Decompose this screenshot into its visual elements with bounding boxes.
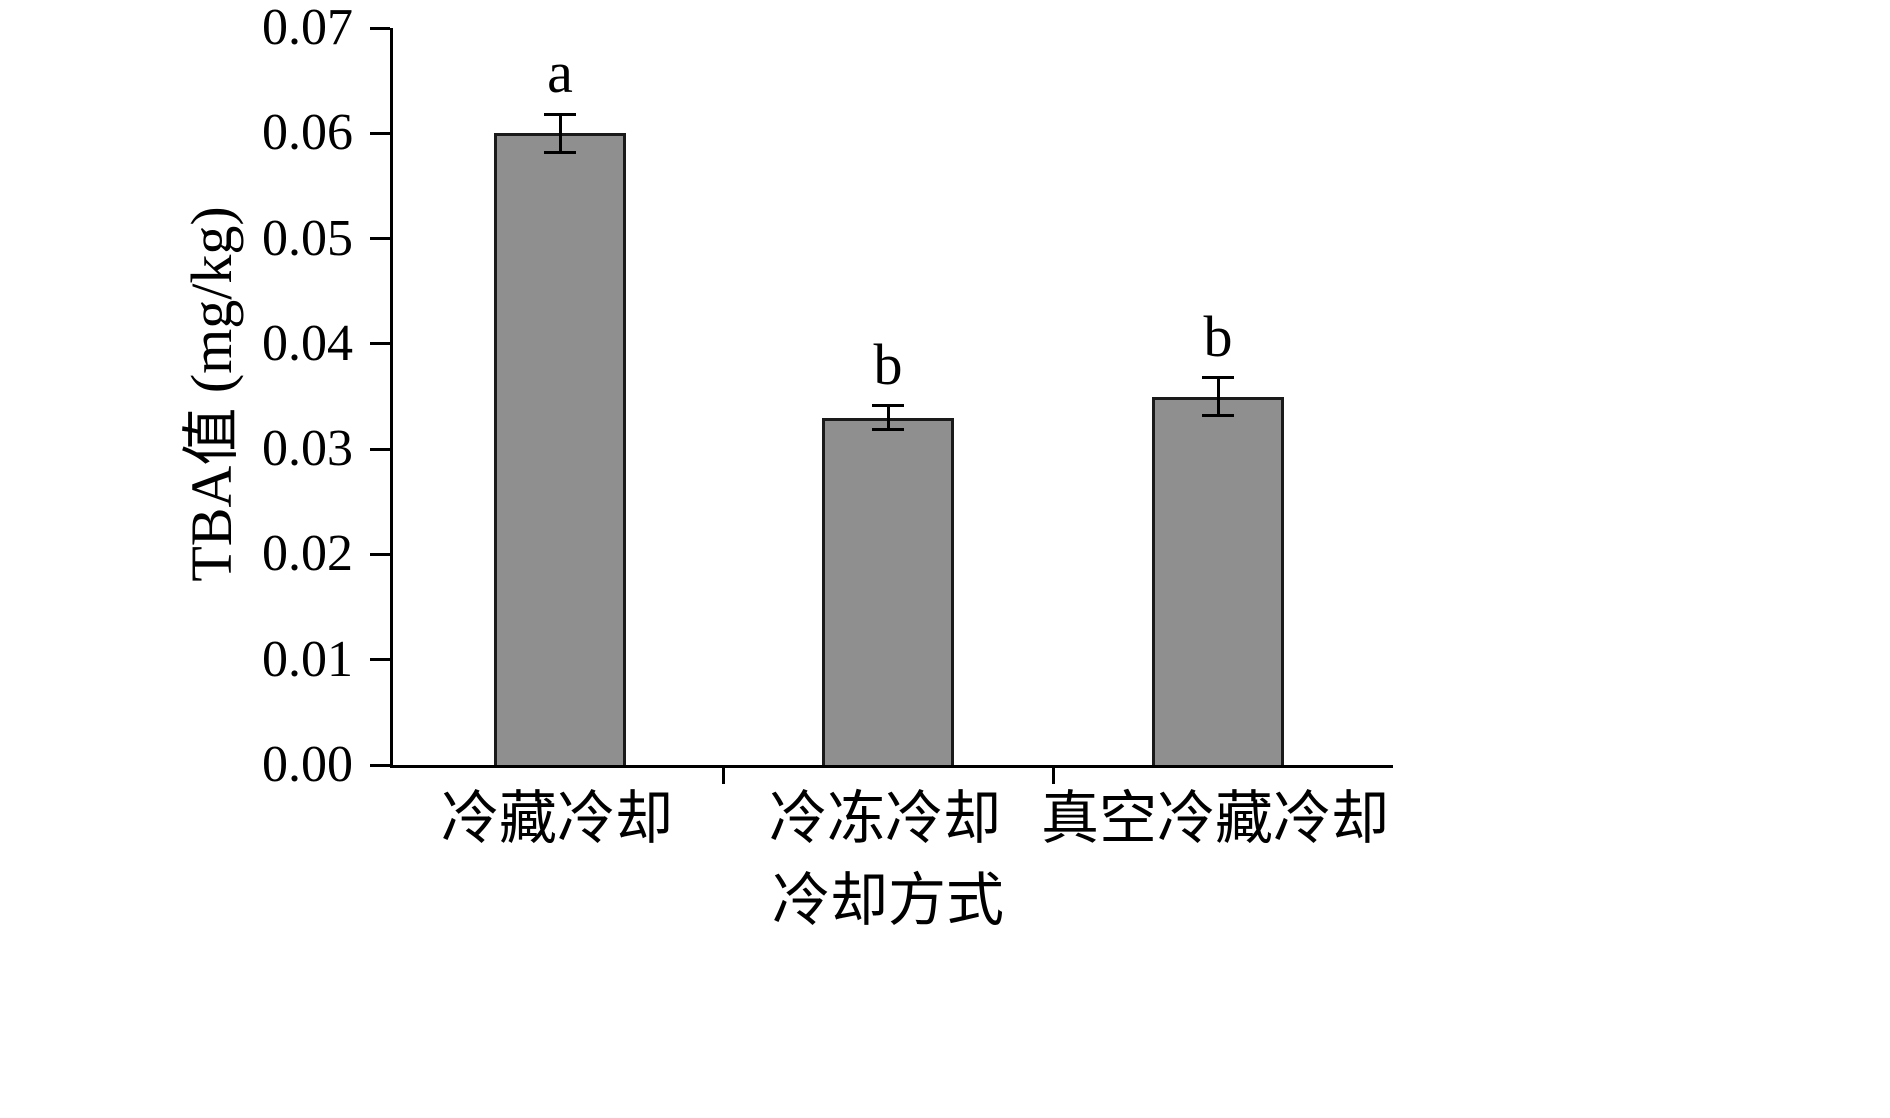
y-tick-label: 0.01 <box>262 630 353 688</box>
error-bar-cap <box>544 150 576 154</box>
significance-letter: b <box>1203 303 1233 369</box>
error-bar-cap <box>872 427 904 431</box>
y-tick-label: 0.02 <box>262 525 353 583</box>
y-tick-label: 0.05 <box>262 209 353 267</box>
x-category-label: 冷冻冷却 <box>768 786 1002 851</box>
bar-3 <box>1152 396 1284 765</box>
x-category-label: 真空冷藏冷却 <box>1040 786 1390 851</box>
y-tick-mark <box>370 658 390 662</box>
y-tick-mark <box>370 26 390 30</box>
y-tick-mark <box>370 552 390 556</box>
y-tick-label: 0.00 <box>262 736 353 793</box>
error-bar-cap <box>1202 413 1234 417</box>
y-tick-mark <box>370 763 390 767</box>
x-tick-mark <box>721 768 725 784</box>
x-axis-title: 冷却方式 <box>771 868 1005 933</box>
error-bar-cap <box>1202 376 1234 380</box>
y-tick-mark <box>370 342 390 346</box>
x-tick-mark <box>1051 768 1055 784</box>
y-tick-mark <box>370 447 390 451</box>
significance-letter: a <box>547 40 573 106</box>
error-bar-line <box>558 114 562 153</box>
y-tick-label: 0.07 <box>262 0 353 56</box>
plot-area: 0.00 0.01 0.02 0.03 0.04 0.05 0.06 0.07 a b b <box>262 2 1393 791</box>
error-bar-cap <box>872 404 904 408</box>
y-tick-label: 0.06 <box>262 104 353 162</box>
error-bar-cap <box>544 112 576 116</box>
error-bar-line <box>1216 377 1220 416</box>
y-tick-label: 0.03 <box>262 420 353 478</box>
y-tick-mark <box>370 131 390 135</box>
bar-1 <box>494 133 626 765</box>
x-category-label: 冷藏冷却 <box>440 786 674 851</box>
significance-letter: b <box>873 331 903 397</box>
y-tick-mark <box>370 237 390 241</box>
y-tick-label: 0.04 <box>262 314 353 372</box>
error-bar-line <box>886 405 890 430</box>
bar-2 <box>822 417 954 765</box>
